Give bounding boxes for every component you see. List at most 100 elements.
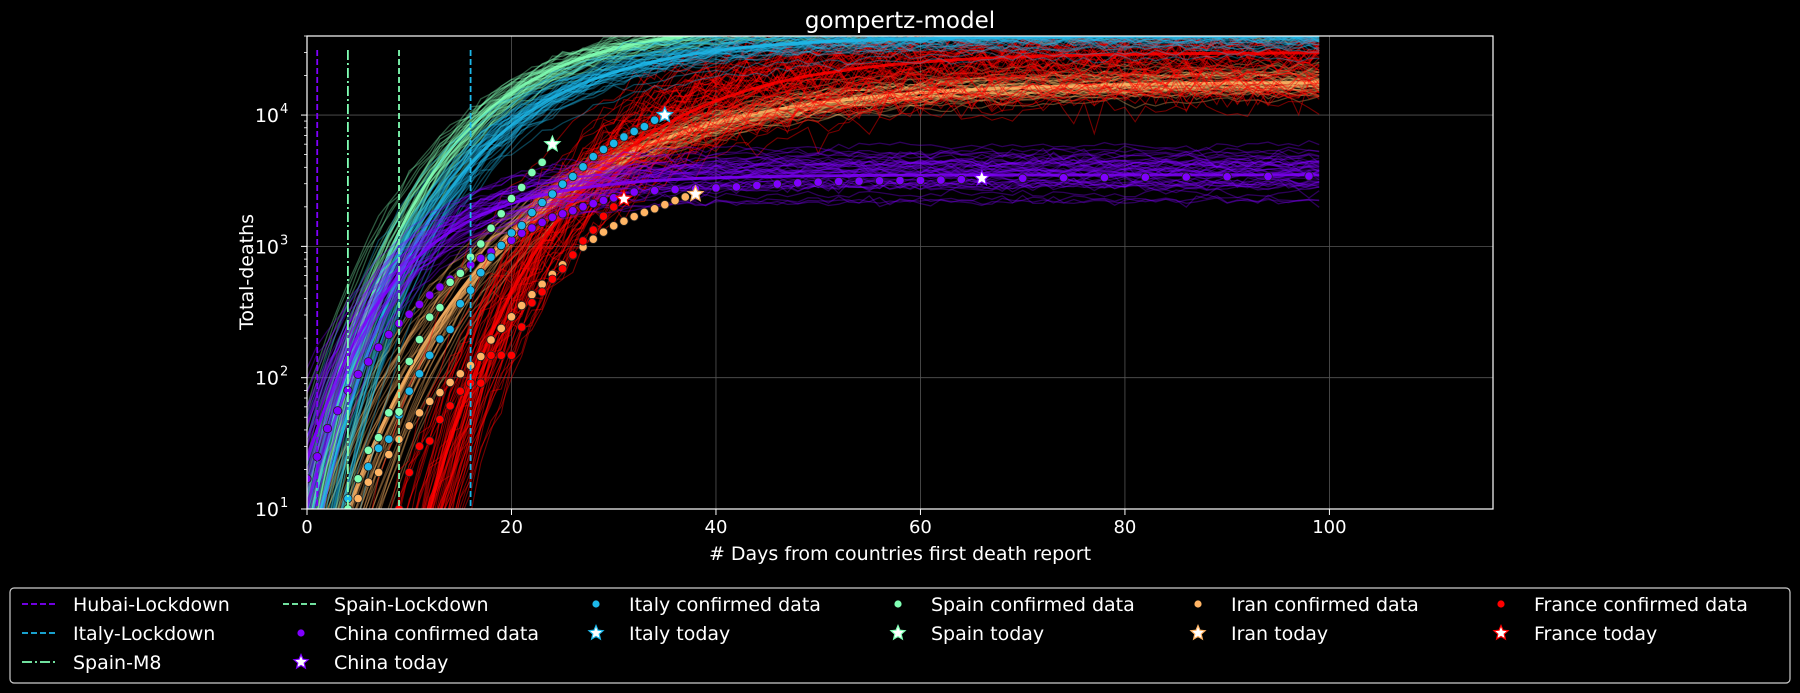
simulation-line [319, 36, 740, 509]
data-point [1058, 173, 1069, 183]
data-point [435, 387, 445, 398]
data-point [609, 138, 619, 149]
simulation-line [452, 36, 913, 509]
data-point [547, 212, 557, 222]
data-point [353, 494, 363, 504]
simulation-line [398, 75, 1320, 509]
simulation-line [423, 36, 1320, 509]
band-china [307, 139, 1320, 509]
simulation-line [371, 36, 809, 509]
data-point [455, 386, 465, 396]
simulation-line [307, 150, 1320, 394]
simulation-line [359, 69, 1320, 509]
simulation-line [307, 157, 1320, 472]
simulation-line [406, 36, 1226, 509]
data-point [568, 171, 578, 182]
simulation-line [319, 36, 710, 509]
data-point [834, 176, 844, 187]
simulation-line [307, 156, 1320, 439]
data-point [425, 436, 435, 446]
simulation-line [307, 157, 1320, 453]
band-iran [307, 58, 1320, 509]
data-point [527, 290, 537, 300]
simulation-line [307, 177, 1320, 509]
data-point [527, 167, 537, 178]
simulation-line [427, 36, 1320, 509]
simulation-line [307, 165, 1320, 460]
data-point [476, 351, 486, 362]
simulation-line [314, 156, 1320, 509]
data-point [506, 350, 517, 360]
data-point [588, 152, 598, 162]
simulation-line [432, 46, 1320, 509]
data-point [578, 236, 588, 246]
simulation-line [322, 75, 1320, 509]
legend-item: Spain confirmed data [894, 594, 1135, 616]
simulation-line [437, 36, 1310, 509]
data-point [445, 401, 455, 411]
data-point [363, 445, 373, 455]
simulation-line [340, 36, 1320, 509]
simulation-line [426, 36, 1320, 509]
simulation-line [328, 36, 656, 509]
data-point [476, 268, 486, 278]
simulation-line [371, 85, 1320, 509]
simulation-line [307, 36, 1320, 509]
data-point [527, 223, 537, 233]
legend-label: France confirmed data [1534, 594, 1748, 616]
legend-label: Spain today [931, 623, 1044, 645]
simulation-line [358, 70, 1320, 509]
today-star-italy [655, 105, 674, 123]
data-point [558, 179, 568, 189]
legend-item: Italy today [587, 623, 730, 645]
today-star-china [972, 168, 991, 187]
simulation-line [307, 178, 1320, 509]
simulation-line [307, 156, 1320, 379]
simulation-line [319, 36, 1294, 509]
data-point [660, 200, 670, 210]
data-point [486, 252, 496, 262]
simulation-line [307, 166, 1320, 411]
simulation-line [348, 38, 1320, 509]
simulation-line [325, 36, 1303, 509]
data-point [1140, 172, 1150, 182]
simulation-line [341, 36, 728, 509]
simulation-line [456, 49, 1320, 509]
simulation-line [307, 36, 700, 445]
simulation-line [447, 36, 1320, 509]
data-point [414, 299, 425, 310]
simulation-line [429, 36, 1315, 509]
simulation-line [307, 36, 728, 391]
data-point [1222, 172, 1232, 182]
data-point [517, 182, 527, 193]
median-line [346, 80, 1320, 509]
data-point [1304, 171, 1314, 181]
legend-swatch [1497, 600, 1505, 608]
simulation-line [422, 36, 768, 509]
simulation-line [406, 36, 1295, 509]
today-star-iran [686, 184, 705, 202]
legend-label: Hubai-Lockdown [73, 594, 230, 616]
legend-item: Italy confirmed data [592, 594, 821, 616]
simulation-line [429, 36, 1314, 509]
simulation-line [322, 187, 1320, 509]
y-tick-label: 10 [255, 368, 279, 390]
simulation-line [307, 182, 1320, 407]
data-point [373, 467, 384, 477]
data-point [404, 467, 414, 477]
simulation-line [307, 194, 1320, 438]
simulation-line [330, 36, 693, 509]
legend: Hubai-Lockdown Italy-Lockdown Spain-M8 Spai… [9, 587, 1791, 684]
data-point [506, 228, 517, 238]
simulation-line [422, 37, 1320, 509]
data-point [711, 183, 721, 193]
simulation-line [307, 36, 685, 463]
x-tick-label: 60 [909, 517, 932, 538]
simulation-line [368, 68, 1320, 509]
data-point [373, 443, 384, 453]
simulation-line [307, 46, 1320, 438]
simulation-line [307, 36, 697, 506]
lockdown-lines [316, 50, 472, 509]
simulation-line [309, 36, 1077, 509]
